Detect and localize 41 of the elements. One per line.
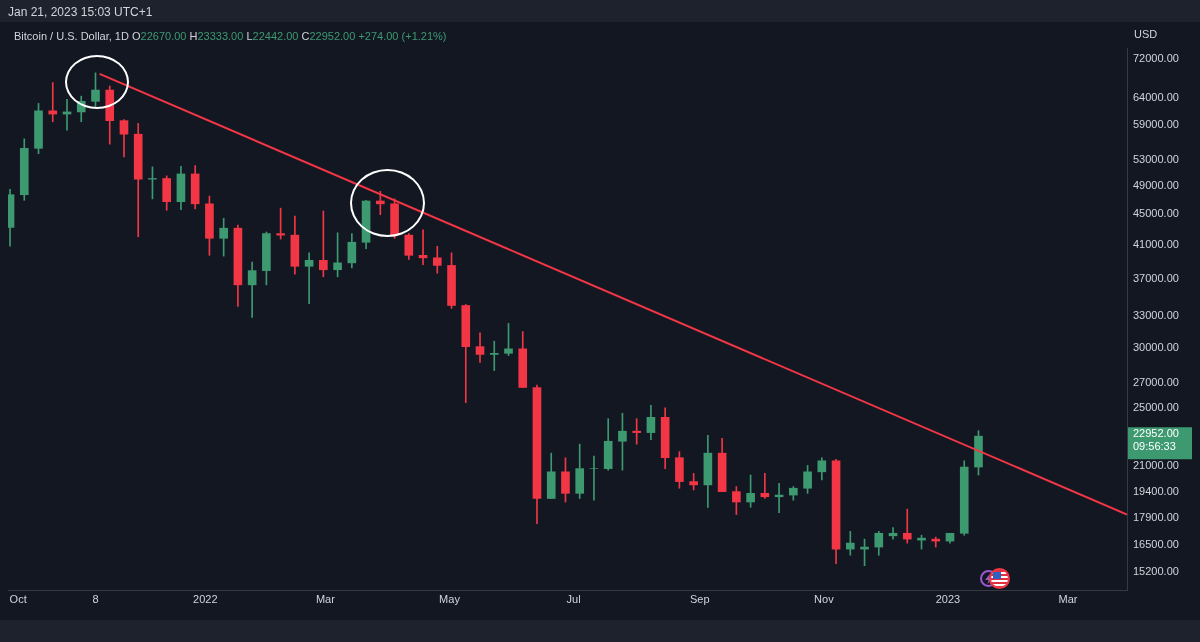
y-tick-label: 19400.00 — [1133, 484, 1179, 497]
x-tick-label: Mar — [1058, 592, 1078, 605]
y-tick-label: 33000.00 — [1133, 309, 1179, 322]
candlestick — [632, 418, 642, 445]
x-tick-label: Mar — [315, 592, 336, 605]
x-tick-label: May — [439, 592, 461, 605]
x-tick-label: Jul — [566, 592, 581, 605]
y-tick-label: 72000.00 — [1133, 51, 1179, 64]
chart-title: Bitcoin / U.S. Dollar, 1D — [14, 30, 129, 42]
y-tick-label: 41000.00 — [1133, 237, 1179, 250]
y-tick-label: 37000.00 — [1133, 271, 1179, 284]
x-tick-label: 8 — [92, 592, 99, 605]
x-tick-label: 2023 — [935, 592, 961, 605]
x-tick-label: Nov — [814, 592, 835, 605]
y-tick-label: 59000.00 — [1133, 117, 1179, 130]
y-tick-label: 17900.00 — [1133, 511, 1179, 524]
y-tick-label: 21000.00 — [1133, 458, 1179, 471]
x-tick-label: Sep — [689, 592, 710, 605]
y-tick-label: 15200.00 — [1133, 565, 1179, 578]
text: Jan 21, 2023 15:03 UTC+1 — [8, 5, 153, 19]
candlestick — [902, 508, 912, 544]
y-tick-label: 64000.00 — [1133, 90, 1179, 103]
text: O22670.00 H23333.00 L22442.00 C22952.00 +274.00 (+1.21%) — [132, 30, 447, 42]
candlestick — [845, 531, 855, 556]
y-tick-label: 53000.00 — [1133, 152, 1179, 165]
y-axis-title: USD — [1134, 28, 1158, 40]
candlestick — [589, 455, 599, 501]
text: 22952.00 — [1133, 427, 1179, 440]
text: 09:56:33 — [1133, 440, 1176, 453]
x-tick-label: 2022 — [193, 592, 218, 605]
y-tick-label: 16500.00 — [1133, 538, 1179, 551]
y-tick-label: 25000.00 — [1133, 400, 1179, 413]
candlestick — [489, 340, 499, 371]
x-tick-label: Oct — [9, 592, 27, 605]
candlestick — [760, 473, 770, 499]
candlestick — [304, 252, 314, 304]
y-tick-label: 27000.00 — [1133, 375, 1179, 388]
y-tick-label: 30000.00 — [1133, 340, 1179, 353]
candlestick — [375, 190, 385, 216]
y-tick-label: 49000.00 — [1133, 178, 1179, 191]
y-tick-label: 45000.00 — [1133, 206, 1179, 219]
